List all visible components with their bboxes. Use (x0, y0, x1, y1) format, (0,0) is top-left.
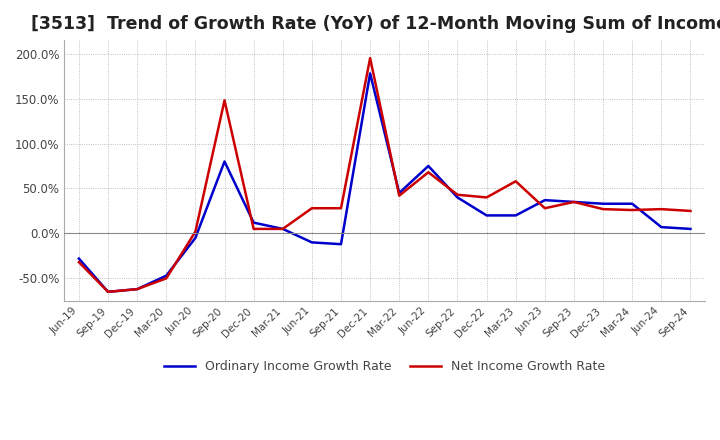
Line: Ordinary Income Growth Rate: Ordinary Income Growth Rate (79, 73, 690, 292)
Ordinary Income Growth Rate (104, 289, 112, 294)
Net Income Growth Rate (366, 55, 374, 61)
Net Income Growth Rate (424, 170, 433, 175)
Ordinary Income Growth Rate (599, 201, 608, 206)
Net Income Growth Rate (482, 195, 491, 200)
Ordinary Income Growth Rate (453, 195, 462, 200)
Net Income Growth Rate (337, 205, 346, 211)
Line: Net Income Growth Rate: Net Income Growth Rate (79, 58, 690, 292)
Net Income Growth Rate (599, 206, 608, 212)
Ordinary Income Growth Rate (279, 226, 287, 231)
Net Income Growth Rate (511, 179, 520, 184)
Ordinary Income Growth Rate (75, 256, 84, 261)
Net Income Growth Rate (453, 192, 462, 198)
Net Income Growth Rate (686, 208, 695, 213)
Title: [3513]  Trend of Growth Rate (YoY) of 12-Month Moving Sum of Incomes: [3513] Trend of Growth Rate (YoY) of 12-… (31, 15, 720, 33)
Ordinary Income Growth Rate (482, 213, 491, 218)
Ordinary Income Growth Rate (249, 220, 258, 225)
Ordinary Income Growth Rate (307, 240, 316, 245)
Ordinary Income Growth Rate (337, 242, 346, 247)
Ordinary Income Growth Rate (541, 198, 549, 203)
Net Income Growth Rate (75, 260, 84, 265)
Net Income Growth Rate (220, 98, 229, 103)
Net Income Growth Rate (395, 193, 404, 198)
Ordinary Income Growth Rate (628, 201, 636, 206)
Legend: Ordinary Income Growth Rate, Net Income Growth Rate: Ordinary Income Growth Rate, Net Income … (158, 355, 611, 378)
Ordinary Income Growth Rate (366, 71, 374, 76)
Ordinary Income Growth Rate (424, 163, 433, 169)
Ordinary Income Growth Rate (191, 235, 199, 241)
Net Income Growth Rate (657, 206, 666, 212)
Net Income Growth Rate (133, 286, 142, 292)
Ordinary Income Growth Rate (657, 224, 666, 230)
Net Income Growth Rate (628, 207, 636, 213)
Ordinary Income Growth Rate (511, 213, 520, 218)
Net Income Growth Rate (570, 199, 578, 205)
Ordinary Income Growth Rate (686, 226, 695, 231)
Ordinary Income Growth Rate (570, 199, 578, 205)
Ordinary Income Growth Rate (395, 191, 404, 196)
Net Income Growth Rate (162, 276, 171, 281)
Net Income Growth Rate (307, 205, 316, 211)
Net Income Growth Rate (541, 205, 549, 211)
Ordinary Income Growth Rate (133, 286, 142, 292)
Net Income Growth Rate (249, 226, 258, 231)
Net Income Growth Rate (279, 226, 287, 231)
Net Income Growth Rate (191, 229, 199, 234)
Ordinary Income Growth Rate (162, 273, 171, 279)
Ordinary Income Growth Rate (220, 159, 229, 164)
Net Income Growth Rate (104, 289, 112, 294)
